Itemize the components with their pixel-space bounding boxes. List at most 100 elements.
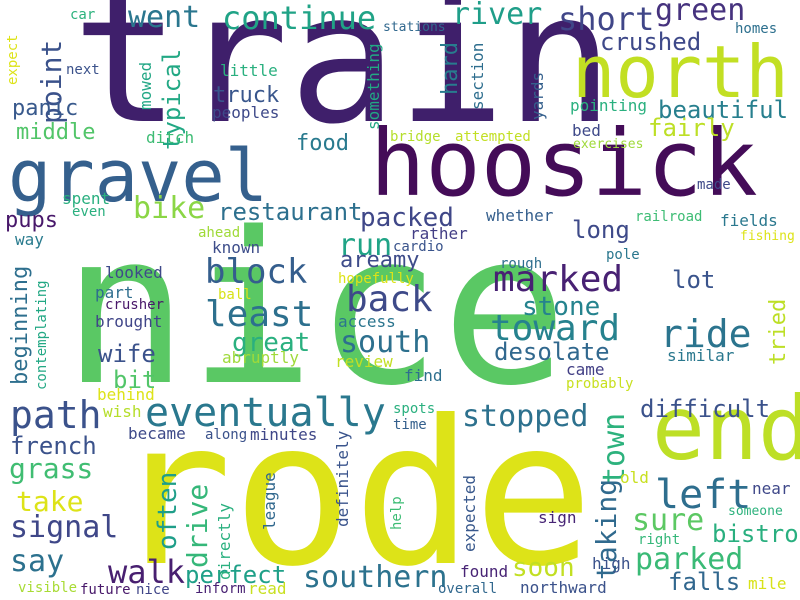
word-soon: soon bbox=[512, 553, 575, 583]
word-take: take bbox=[16, 485, 84, 518]
word-cardio: cardio bbox=[393, 239, 444, 255]
word-crushed: crushed bbox=[600, 28, 702, 56]
word-marked: marked bbox=[493, 259, 624, 300]
word-hopefully: hopefully bbox=[338, 271, 414, 287]
word-ahead: ahead bbox=[198, 225, 241, 241]
word-lot: lot bbox=[672, 266, 716, 294]
word-attempted: attempted bbox=[455, 129, 531, 145]
word-mowed: mowed bbox=[136, 61, 155, 110]
word-rather: rather bbox=[410, 224, 468, 243]
word-behind: behind bbox=[97, 385, 155, 404]
word-stone: stone bbox=[522, 292, 601, 322]
word-visible: visible bbox=[18, 580, 78, 596]
word-block: block bbox=[205, 252, 308, 292]
word-railroad: railroad bbox=[635, 209, 703, 225]
word-short: short bbox=[558, 0, 655, 38]
word-read: read bbox=[248, 579, 287, 598]
word-probably: probably bbox=[566, 376, 634, 392]
word-became: became bbox=[128, 424, 186, 443]
word-southern: southern bbox=[303, 560, 448, 595]
word-train: train bbox=[72, 0, 614, 164]
word-food: food bbox=[296, 131, 349, 156]
word-overall: overall bbox=[438, 581, 498, 597]
word-often: often bbox=[153, 471, 183, 550]
word-packed: packed bbox=[360, 203, 454, 233]
word-wish: wish bbox=[103, 402, 142, 421]
word-along: along bbox=[205, 427, 248, 443]
word-way: way bbox=[15, 230, 44, 249]
word-access: access bbox=[338, 312, 396, 331]
word-homes: homes bbox=[735, 21, 778, 37]
word-bridge: bridge bbox=[390, 129, 441, 145]
word-future: future bbox=[80, 582, 131, 598]
word-high: high bbox=[592, 554, 631, 573]
word-walk: walk bbox=[108, 553, 186, 591]
word-truck: truck bbox=[213, 83, 280, 108]
word-difficult: difficult bbox=[640, 395, 771, 423]
word-back: back bbox=[346, 279, 433, 320]
word-hoosick: hoosick bbox=[370, 110, 758, 217]
word-review: review bbox=[335, 352, 393, 371]
word-something: something bbox=[364, 43, 383, 130]
word-nice-small: nice bbox=[136, 582, 170, 598]
word-stations: stations bbox=[383, 20, 446, 35]
word-spots: spots bbox=[393, 401, 436, 417]
word-find: find bbox=[404, 366, 443, 385]
word-known: known bbox=[212, 238, 261, 257]
word-looked: looked bbox=[105, 263, 163, 282]
word-came: came bbox=[566, 360, 605, 379]
word-ball: ball bbox=[218, 287, 252, 303]
word-car: car bbox=[70, 7, 96, 23]
word-run: run bbox=[338, 228, 393, 263]
word-minutes: minutes bbox=[250, 425, 318, 444]
word-peoples: peoples bbox=[212, 103, 280, 122]
word-directly: directly bbox=[215, 502, 234, 580]
word-falls: falls bbox=[668, 568, 741, 596]
word-exercises: exercises bbox=[573, 137, 644, 152]
word-sure: sure bbox=[632, 503, 705, 538]
word-hard: hard bbox=[438, 42, 463, 95]
word-expect: expect bbox=[5, 34, 21, 85]
word-whether: whether bbox=[486, 206, 554, 225]
word-perfect: perfect bbox=[185, 561, 287, 589]
word-spent: spent bbox=[62, 189, 111, 208]
word-say: say bbox=[10, 544, 65, 579]
word-rough: rough bbox=[500, 256, 543, 272]
word-tried: tried bbox=[766, 298, 791, 365]
word-time: time bbox=[393, 417, 427, 433]
word-bed: bed bbox=[572, 121, 601, 140]
word-someone: someone bbox=[728, 504, 783, 519]
word-eventually: eventually bbox=[145, 390, 386, 436]
word-section: section bbox=[468, 42, 487, 110]
word-bistro: bistro bbox=[712, 520, 799, 548]
word-grass: grass bbox=[9, 452, 94, 485]
word-inform: inform bbox=[195, 581, 246, 597]
word-left: left bbox=[655, 472, 752, 518]
word-beginning: beginning bbox=[8, 265, 33, 385]
word-signal: signal bbox=[10, 510, 119, 545]
word-next: next bbox=[66, 62, 100, 78]
word-help: help bbox=[389, 496, 405, 530]
word-ride: ride bbox=[660, 312, 752, 356]
word-bit: bit bbox=[113, 366, 157, 394]
word-toward: toward bbox=[490, 308, 621, 349]
word-little: little bbox=[220, 61, 278, 80]
word-south: south bbox=[340, 325, 431, 360]
word-parked: parked bbox=[635, 542, 744, 577]
word-desolate: desolate bbox=[494, 338, 610, 366]
word-expected: expected bbox=[460, 474, 479, 552]
word-bike: bike bbox=[133, 191, 206, 226]
word-league: league bbox=[260, 472, 279, 530]
word-beautiful: beautiful bbox=[658, 96, 789, 124]
word-panic: panic bbox=[12, 96, 79, 121]
word-pointing: pointing bbox=[570, 96, 648, 115]
word-rode: rode bbox=[112, 378, 594, 600]
word-stopped: stopped bbox=[462, 399, 589, 434]
word-northward: northward bbox=[520, 578, 607, 597]
word-ditch: ditch bbox=[146, 128, 195, 147]
word-brought: brought bbox=[95, 312, 163, 331]
word-nice: nice bbox=[62, 187, 568, 432]
word-continue: continue bbox=[222, 0, 377, 37]
word-great: great bbox=[232, 328, 311, 358]
word-middle: middle bbox=[16, 120, 96, 145]
